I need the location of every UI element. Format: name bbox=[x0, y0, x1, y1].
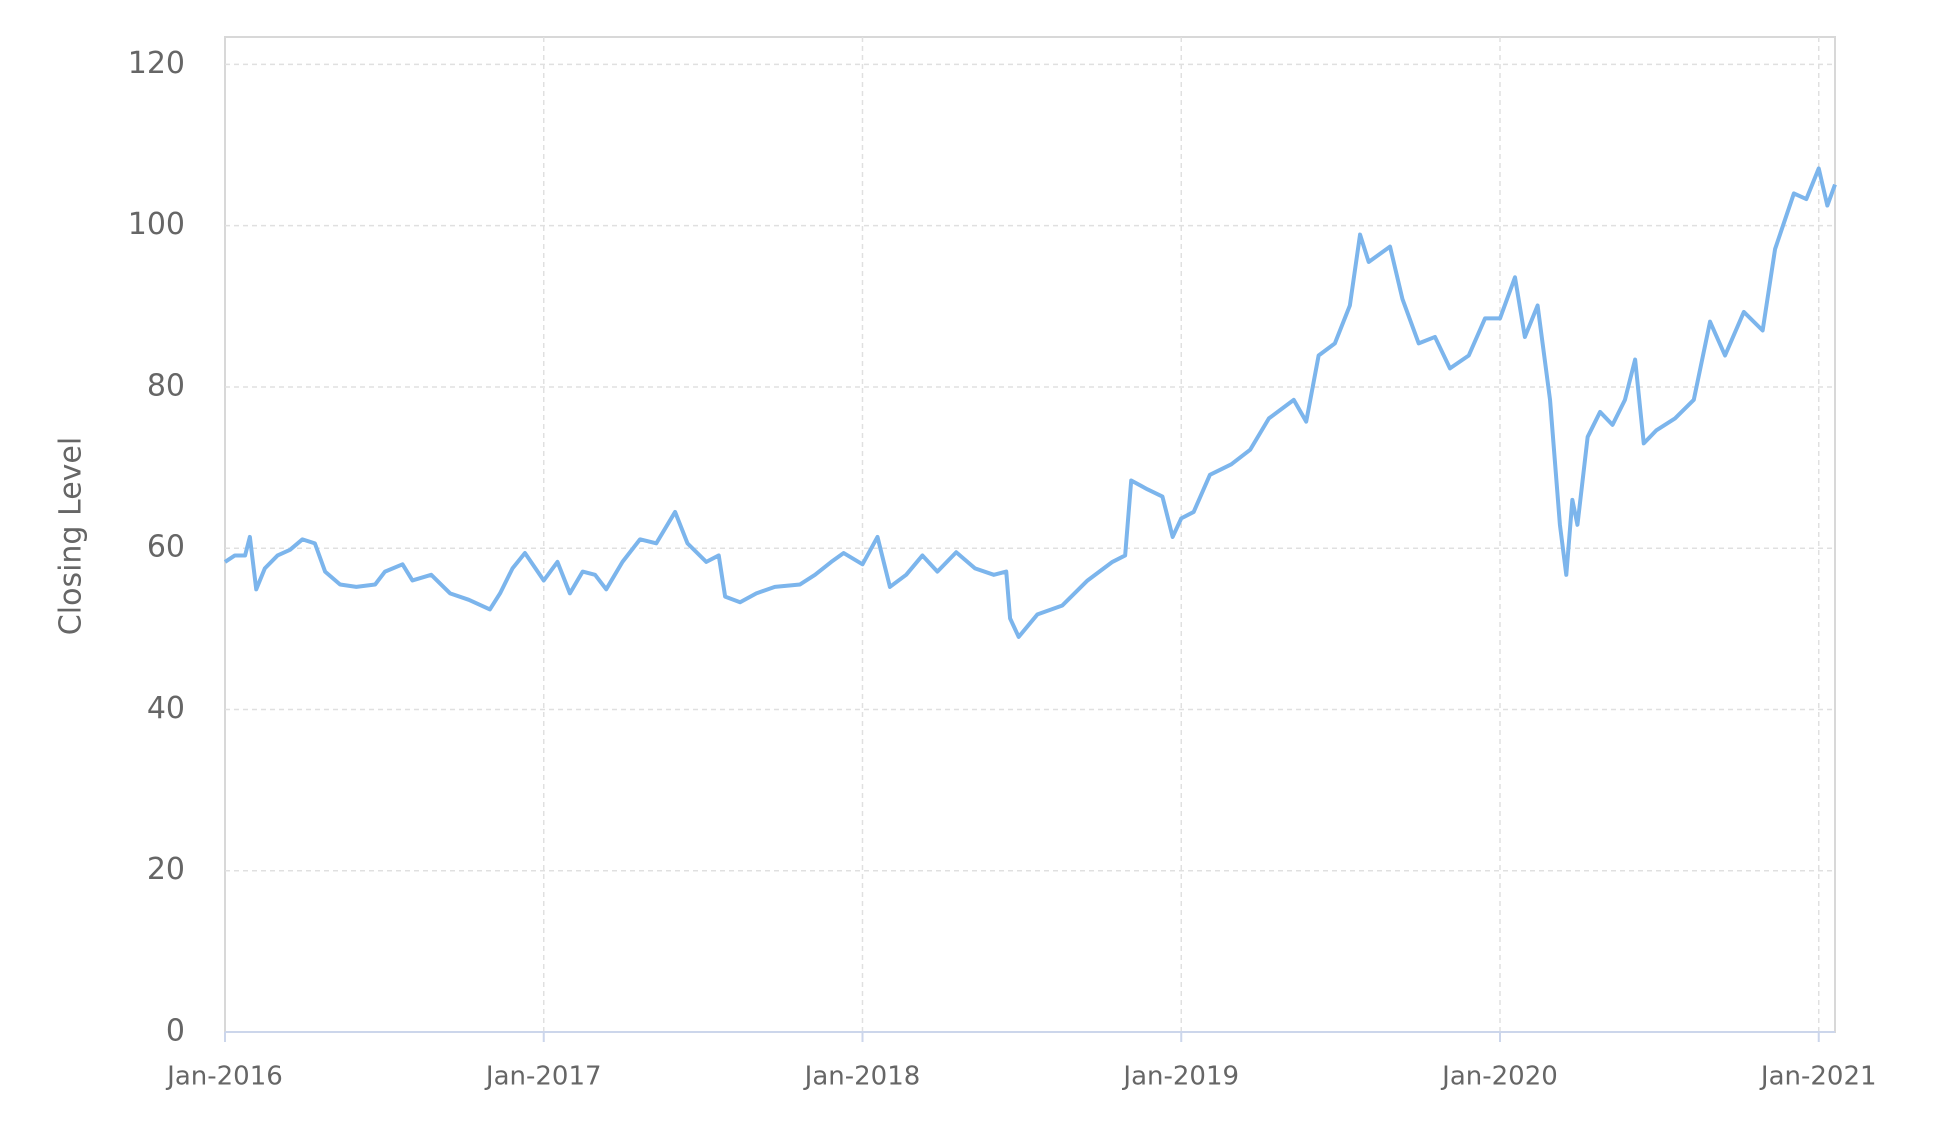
data-line bbox=[223, 166, 1837, 639]
y-tick-label: 60 bbox=[147, 530, 185, 565]
y-axis-label: Closing Level bbox=[54, 437, 89, 635]
x-tick-label: Jan-2016 bbox=[165, 1062, 283, 1092]
y-tick-label: 0 bbox=[166, 1014, 185, 1049]
y-tick-label: 100 bbox=[128, 207, 185, 242]
plot-frame bbox=[224, 36, 1836, 1033]
x-tick-label: Jan-2017 bbox=[484, 1062, 602, 1092]
x-tick-label: Jan-2021 bbox=[1759, 1062, 1877, 1092]
x-tick-label: Jan-2018 bbox=[803, 1062, 921, 1092]
y-tick-label: 80 bbox=[147, 368, 185, 403]
x-tick-label: Jan-2019 bbox=[1121, 1062, 1239, 1092]
y-tick-label: 40 bbox=[147, 691, 185, 726]
y-tick-label: 120 bbox=[128, 46, 185, 81]
y-tick-label: 20 bbox=[147, 852, 185, 887]
x-tick-label: Jan-2020 bbox=[1440, 1062, 1558, 1092]
